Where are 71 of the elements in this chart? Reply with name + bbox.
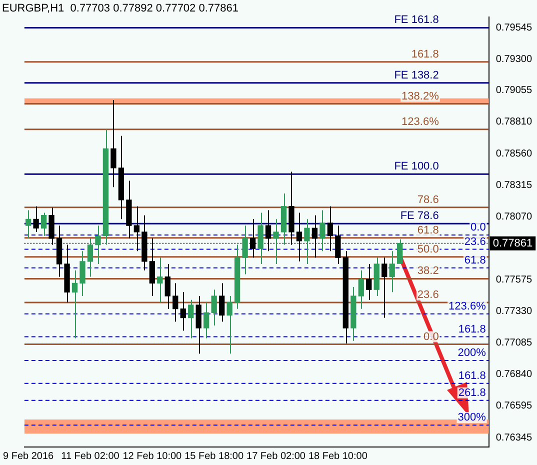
- annotation: 123.6%: [448, 300, 486, 312]
- y-tick-label: 0.77085: [496, 338, 532, 348]
- y-tick-label: 0.78315: [496, 180, 532, 191]
- y-tick-label: 0.76840: [496, 368, 532, 380]
- y-tick-label: 0.76345: [496, 432, 532, 444]
- annotation: 23.6: [464, 236, 486, 248]
- candlestick: [180, 292, 186, 332]
- candlestick: [397, 238, 403, 264]
- y-tick-label: 0.78810: [496, 116, 532, 128]
- annotation: 0.0: [470, 222, 486, 234]
- candlestick: [25, 210, 32, 239]
- x-tick-label: 15 Feb 18:00: [184, 450, 244, 462]
- annotation: 23.6: [417, 289, 439, 302]
- x-tick-label: 17 Feb 02:00: [246, 450, 306, 462]
- y-tick-label: 0.78560: [496, 148, 532, 160]
- annotation: FE 161.8: [394, 14, 439, 26]
- y-tick-label: 0.79545: [496, 22, 532, 34]
- annotation: 200%: [458, 347, 486, 360]
- y-tick-label: 0.78070: [496, 211, 532, 222]
- x-tick-label: 12 Feb 10:00: [122, 450, 182, 462]
- candlestick: [258, 212, 264, 264]
- y-tick-label: 0.79055: [496, 85, 532, 96]
- candlestick: [358, 270, 364, 310]
- candlestick: [389, 250, 395, 293]
- annotation: FE 100.0: [394, 160, 439, 173]
- y-tick-label: 0.77330: [496, 306, 532, 318]
- chart-title: EURGBP,H1 0.77703 0.77892 0.77702 0.77861: [2, 2, 238, 15]
- candlestick: [196, 296, 202, 354]
- candlestick: [366, 263, 372, 300]
- annotation: 0.0: [424, 330, 439, 343]
- y-tick-label: 0.77575: [496, 274, 532, 286]
- annotation: 300%: [458, 412, 486, 424]
- x-tick-label: 11 Feb 02:00: [61, 450, 120, 462]
- annotation: 61.8: [417, 224, 439, 236]
- candlestick: [157, 257, 163, 303]
- annotation: 38.2: [417, 265, 439, 278]
- candlestick: [87, 238, 94, 278]
- annotation: 161.8: [411, 48, 439, 60]
- candlestick: [320, 210, 326, 252]
- candlestick: [382, 257, 388, 318]
- annotation: 161.8: [458, 323, 486, 336]
- annotation: 61.8: [464, 254, 486, 266]
- candlestick: [273, 218, 279, 264]
- candlestick: [188, 299, 194, 339]
- candlestick: [164, 263, 170, 310]
- annotation: FE 78.6: [400, 210, 439, 222]
- candlestick: [211, 289, 217, 326]
- annotation: 161.8: [458, 370, 486, 382]
- x-tick-label: 9 Feb 2016: [3, 450, 54, 462]
- candlestick: [218, 282, 225, 322]
- candlestick: [226, 296, 232, 354]
- candlestick: [95, 225, 101, 264]
- annotation: 50.0: [417, 243, 439, 256]
- annotation: 261.8: [458, 386, 486, 399]
- candlestick: [172, 282, 178, 322]
- candlestick: [40, 212, 47, 236]
- y-tick-label: 0.76595: [496, 400, 532, 412]
- candlestick: [72, 270, 78, 339]
- annotation: 123.6%: [402, 116, 440, 128]
- candlestick: [80, 250, 86, 297]
- annotation: FE 138.2: [394, 69, 439, 82]
- x-tick-label: 18 Feb 10:00: [308, 450, 368, 462]
- candlestick: [110, 100, 116, 188]
- annotation: 138.2%: [402, 90, 440, 102]
- candlestick: [204, 302, 210, 339]
- candlestick: [242, 225, 248, 275]
- candlestick: [304, 218, 310, 264]
- candlestick: [33, 206, 39, 232]
- annotation: 78.6: [417, 194, 439, 206]
- y-tick-label: 0.79300: [496, 54, 532, 65]
- ref-line-label: 0.77861: [492, 237, 533, 250]
